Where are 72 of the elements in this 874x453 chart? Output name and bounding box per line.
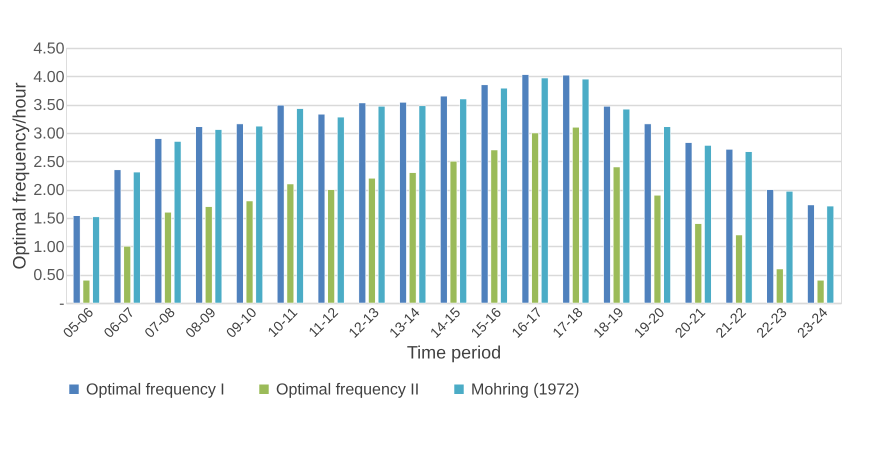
bar bbox=[154, 138, 162, 304]
bar bbox=[318, 114, 326, 304]
bar bbox=[644, 124, 652, 304]
bar bbox=[277, 104, 284, 304]
y-tick-label: 1.00 bbox=[33, 238, 65, 256]
bar bbox=[541, 78, 548, 304]
bar bbox=[786, 191, 794, 304]
bar bbox=[766, 189, 774, 304]
bar bbox=[500, 88, 508, 304]
bar bbox=[214, 129, 222, 304]
bar bbox=[807, 204, 815, 304]
bar bbox=[133, 172, 140, 304]
y-tick-label: 1.50 bbox=[33, 210, 65, 228]
bar bbox=[726, 149, 733, 304]
bar bbox=[735, 234, 743, 304]
y-tick-label: 2.00 bbox=[33, 182, 65, 200]
y-tick-label: 4.50 bbox=[33, 40, 65, 58]
bar bbox=[236, 124, 244, 304]
bar bbox=[613, 166, 620, 304]
bar bbox=[572, 127, 580, 304]
bar bbox=[205, 206, 212, 304]
bar bbox=[826, 206, 834, 304]
bar bbox=[440, 96, 448, 304]
bar bbox=[368, 178, 376, 304]
bar bbox=[450, 161, 458, 304]
y-tick-label: 3.50 bbox=[33, 97, 65, 114]
y-tick-label: 4.00 bbox=[33, 68, 65, 86]
bar bbox=[409, 172, 416, 304]
bar bbox=[654, 195, 662, 304]
bar bbox=[256, 126, 263, 304]
bar bbox=[246, 200, 254, 304]
y-axis-title: Optimal frequency/hour bbox=[9, 82, 30, 270]
bar bbox=[164, 212, 172, 304]
bar bbox=[92, 216, 100, 304]
bar bbox=[82, 280, 90, 304]
bar bbox=[663, 126, 671, 304]
bar bbox=[694, 223, 702, 304]
bar bbox=[114, 170, 122, 304]
bar bbox=[286, 184, 294, 304]
bar bbox=[622, 108, 630, 304]
bar bbox=[358, 102, 366, 304]
y-tick-label: 3.00 bbox=[33, 126, 65, 142]
bar bbox=[460, 98, 467, 304]
bar bbox=[337, 116, 344, 304]
bar bbox=[582, 78, 590, 304]
legend-label: Mohring (1972) bbox=[471, 381, 580, 398]
bar bbox=[73, 215, 80, 304]
bar bbox=[296, 108, 304, 304]
bar bbox=[704, 145, 712, 304]
bar bbox=[684, 142, 692, 304]
bar bbox=[124, 246, 131, 304]
y-tick-label: - bbox=[59, 296, 64, 312]
bar bbox=[174, 141, 182, 304]
legend-label: Optimal frequency I bbox=[86, 381, 225, 398]
y-tick-label: 0.50 bbox=[33, 267, 65, 284]
bar bbox=[480, 84, 488, 304]
bar bbox=[745, 151, 752, 304]
y-tick-label: 2.50 bbox=[33, 154, 65, 171]
bar bbox=[418, 106, 426, 304]
bar bbox=[531, 132, 539, 304]
bar bbox=[399, 102, 407, 304]
bar bbox=[195, 126, 203, 304]
legend-label: Optimal frequency II bbox=[276, 381, 420, 398]
bar bbox=[562, 74, 570, 304]
bar bbox=[522, 74, 530, 304]
bar bbox=[328, 189, 335, 304]
bar bbox=[490, 150, 498, 304]
bar bbox=[378, 106, 386, 304]
bar bbox=[603, 106, 611, 304]
bar bbox=[776, 268, 784, 304]
x-axis-title: Time period bbox=[406, 342, 502, 363]
bar bbox=[816, 280, 824, 304]
